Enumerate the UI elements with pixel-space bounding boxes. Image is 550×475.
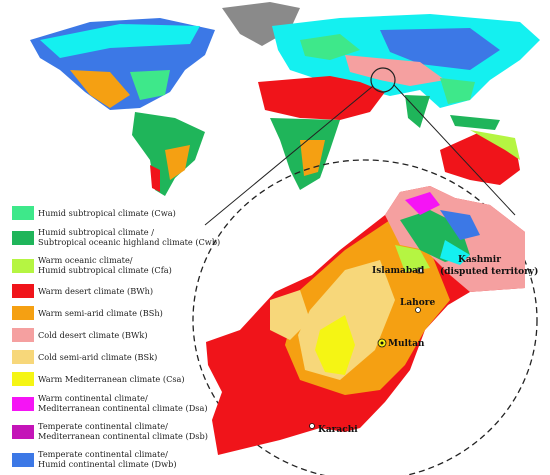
legend-label: Humid subtropical climate (Cwa) [38,208,176,218]
legend-label: Mediterranean continental climate (Dsa) [38,403,208,413]
city-label: Multan [388,339,425,349]
pakistan-map [206,186,525,455]
zoom-line [393,84,516,216]
legend-swatch [12,397,34,411]
legend-label: Humid subtropical climate (Cfa) [38,265,172,275]
world-map [30,2,540,196]
legend-label: Mediterranean continental climate (Dsb) [38,431,208,441]
legend-swatch [12,259,34,273]
legend-label: Cold desert climate (BWk) [38,330,148,340]
legend-label: Warm continental climate/ [38,393,148,403]
city-marker [417,267,424,274]
city-label: (disputed territory) [440,266,538,277]
legend-label: Warm semi-arid climate (BSh) [38,308,163,318]
city-marker [309,423,315,429]
legend-swatch [12,328,34,342]
legend-swatch [12,231,34,245]
legend-label: Subtropical oceanic highland climate (Cw… [38,237,220,247]
legend-label: Cold semi-arid climate (BSk) [38,352,157,362]
zoom-ellipse [192,159,538,475]
city-label: Karachi [318,425,358,435]
legend-swatch [12,372,34,386]
zoom-line [204,85,374,226]
city-label: Kashmir [458,255,501,265]
legend-swatch [12,350,34,364]
legend-label: Warm desert climate (BWh) [38,286,153,296]
city-label: Islamabad [372,266,425,276]
legend-label: Temperate continental climate/ [38,421,168,431]
legend-swatch [12,306,34,320]
legend-label: Humid subtropical climate / [38,227,154,237]
legend-swatch [12,425,34,439]
legend-label: Warm oceanic climate/ [38,255,133,265]
legend: Humid subtropical climate (Cwa) Humid sub… [12,206,220,469]
legend-label: Warm Mediterranean climate (Csa) [38,374,185,384]
city-label: Lahore [400,298,435,308]
city-marker [380,341,384,345]
legend-label: Humid continental climate (Dwb) [38,459,177,469]
legend-label: Temperate continental climate/ [38,449,168,459]
zoom-circle [370,67,396,93]
legend-swatch [12,453,34,467]
legend-swatch [12,284,34,298]
city-marker [415,307,421,313]
legend-swatch [12,206,34,220]
